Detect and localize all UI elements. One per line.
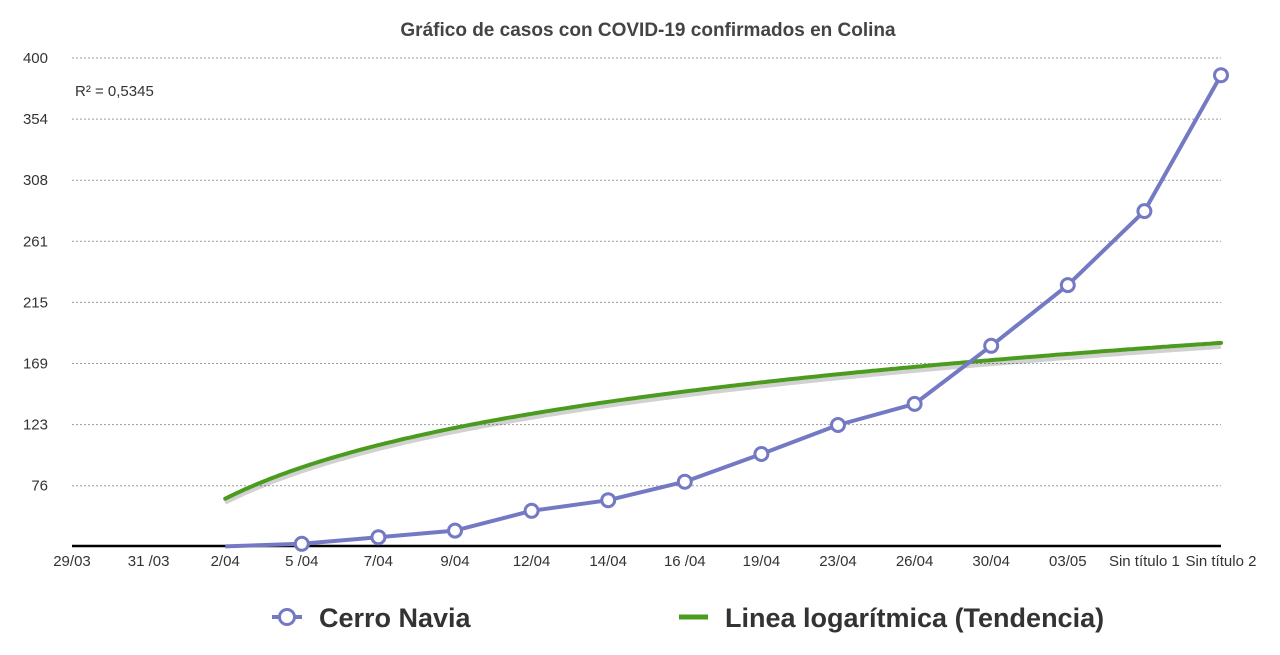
legend-marker-cerro-navia	[278, 608, 296, 626]
trend-line	[223, 340, 1223, 501]
data-point	[983, 337, 1000, 354]
x-tick-label: 26/04	[896, 553, 934, 570]
data-point	[830, 417, 846, 433]
x-tick-label: 29/03	[53, 553, 91, 570]
y-tick-label: 261	[23, 233, 48, 250]
series-line-cerro-navia	[225, 74, 1223, 549]
trend-series	[223, 340, 1223, 505]
data-point	[523, 502, 540, 519]
x-axis: 29/03 31 /03 2/04 5 /04 7/04 9/04 12/04 14/04 16…	[53, 553, 1256, 570]
y-tick-label: 354	[23, 111, 48, 128]
data-point	[1213, 67, 1229, 84]
x-tick-label: Sin título 1	[1109, 553, 1180, 570]
x-tick-label: 16 /04	[664, 553, 706, 570]
x-tick-label: 7/04	[364, 553, 393, 570]
legend-label-tendencia: Linea logarítmica (Tendencia)	[725, 603, 1104, 633]
data-point	[1059, 277, 1076, 294]
y-tick-label: 169	[23, 356, 48, 373]
y-tick-label: 308	[23, 172, 48, 189]
y-tick-label: 123	[23, 417, 48, 434]
data-point	[753, 446, 770, 462]
x-tick-label: 12/04	[513, 553, 551, 570]
x-tick-label: 19/04	[743, 553, 781, 570]
x-tick-label: 9/04	[440, 553, 469, 570]
y-tick-label: 215	[23, 294, 48, 311]
data-point	[370, 529, 387, 546]
data-series	[225, 67, 1229, 552]
x-tick-label: 5 /04	[285, 553, 318, 570]
legend-item-tendencia: Linea logarítmica (Tendencia)	[679, 603, 1104, 633]
y-tick-label: 76	[31, 478, 48, 495]
gridlines	[72, 57, 1221, 487]
x-tick-label: 30/04	[972, 553, 1010, 570]
data-point	[1136, 203, 1153, 220]
x-tick-label: 23/04	[819, 553, 857, 570]
x-tick-label: 2/04	[211, 553, 240, 570]
x-tick-label: 14/04	[589, 553, 627, 570]
data-point	[293, 535, 310, 552]
legend: Cerro Navia Linea logarítmica (Tendencia…	[272, 603, 1104, 633]
legend-item-cerro-navia: Cerro Navia	[272, 603, 472, 633]
data-point	[600, 492, 617, 509]
data-point	[447, 522, 463, 539]
data-point	[676, 473, 693, 490]
chart-title: Gráfico de casos con COVID-19 confirmado…	[400, 20, 896, 41]
legend-label-cerro-navia: Cerro Navia	[319, 603, 472, 633]
x-tick-label: Sin título 2	[1186, 553, 1257, 570]
r-squared-annotation: R² = 0,5345	[75, 83, 154, 100]
trend-line-shadow	[224, 344, 1222, 505]
data-point	[906, 395, 923, 412]
x-tick-label: 31 /03	[128, 553, 170, 570]
y-tick-label: 400	[23, 50, 48, 67]
x-tick-label: 03/05	[1049, 553, 1087, 570]
y-axis: 400 354 308 261 215 169 123 76	[23, 50, 48, 495]
